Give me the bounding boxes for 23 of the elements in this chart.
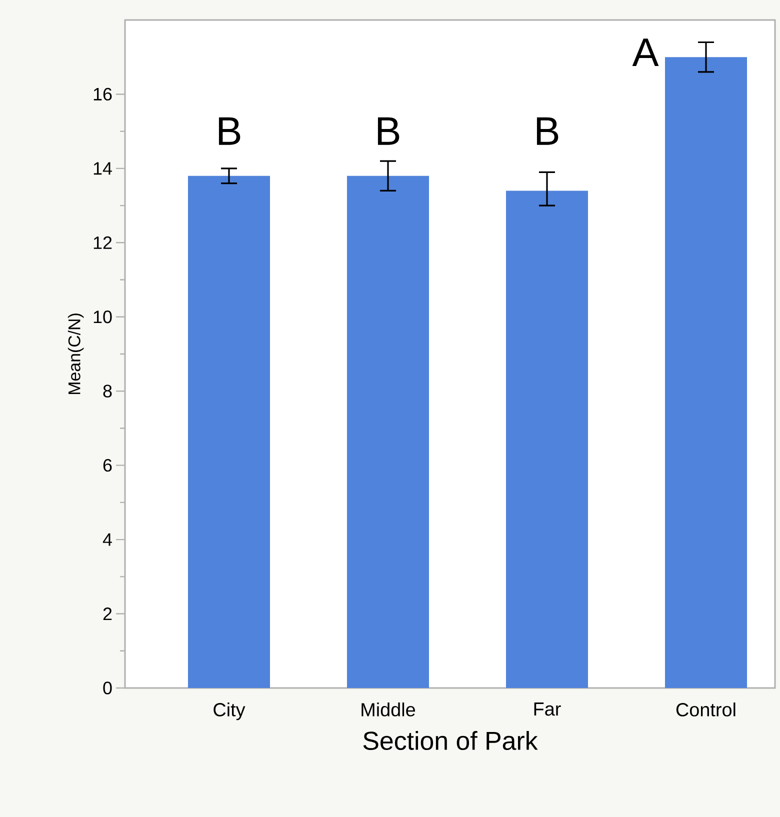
x-tick-label: City <box>214 702 246 720</box>
y-tick-label: 14 <box>94 162 112 175</box>
y-tick-label: 2 <box>103 608 112 620</box>
x-tick-label: Middle <box>362 702 416 716</box>
annotation: B <box>378 117 400 145</box>
y-tick-label: 8 <box>103 384 112 398</box>
annotation: B <box>218 117 240 145</box>
bar <box>506 190 588 688</box>
bar <box>346 176 429 688</box>
bar <box>664 57 747 688</box>
x-tick-label: Control <box>676 702 736 716</box>
y-tick-label: 16 <box>94 88 112 101</box>
y-axis-title: Mean(C/N) <box>68 314 84 394</box>
x-axis-title: Section of Park <box>363 731 538 750</box>
annotation: B <box>536 117 558 145</box>
bar <box>188 176 270 688</box>
y-tick-label: 10 <box>94 310 112 324</box>
y-tick-label: 4 <box>102 533 112 546</box>
y-tick-label: 12 <box>94 236 112 249</box>
annotation: A <box>632 38 659 66</box>
y-tick-label: 0 <box>103 682 112 694</box>
x-tick-label: Far <box>534 702 561 716</box>
y-tick-label: 6 <box>103 458 112 472</box>
